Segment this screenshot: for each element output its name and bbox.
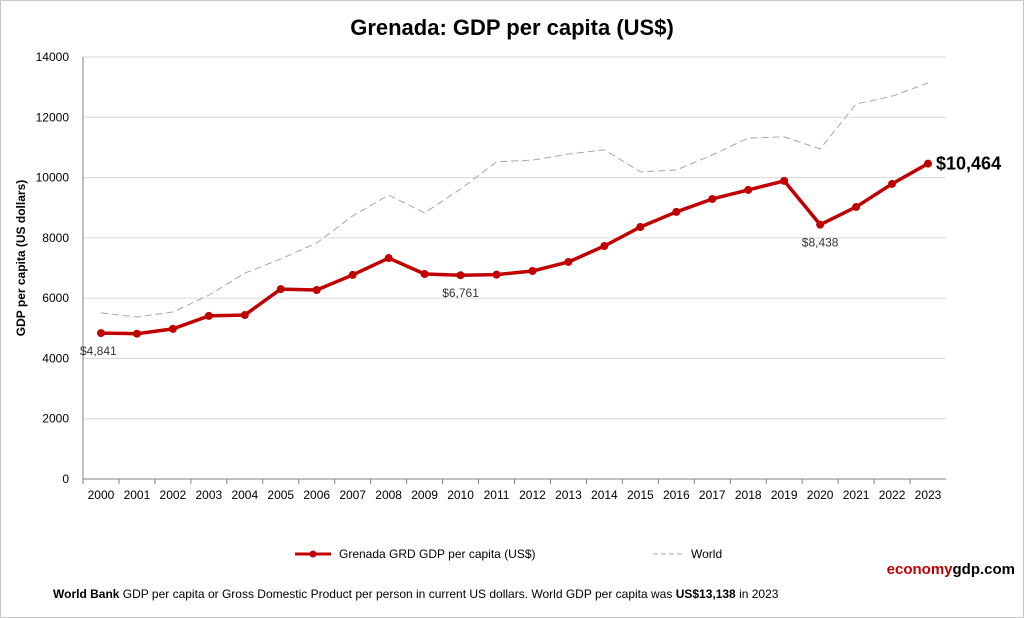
x-tick-label: 2009 xyxy=(411,488,438,502)
x-tick-label: 2023 xyxy=(915,488,942,502)
x-tick-label: 2010 xyxy=(447,488,474,502)
x-tick-label: 2001 xyxy=(124,488,151,502)
x-tick-label: 2012 xyxy=(519,488,546,502)
data-point xyxy=(780,176,789,185)
data-point xyxy=(204,311,213,320)
x-tick-label: 2017 xyxy=(699,488,726,502)
x-tick-label: 2002 xyxy=(160,488,187,502)
y-tick-label: 14000 xyxy=(36,50,70,64)
y-tick-label: 6000 xyxy=(42,291,69,305)
data-point xyxy=(852,202,861,211)
legend-marker-grenada xyxy=(295,550,331,558)
x-tick-label: 2005 xyxy=(267,488,294,502)
y-tick-label: 8000 xyxy=(42,231,69,245)
y-tick-label: 4000 xyxy=(42,351,69,365)
series-line-world xyxy=(100,82,929,318)
data-point xyxy=(816,220,825,229)
series-line-grenada xyxy=(100,162,929,336)
data-point xyxy=(888,179,897,188)
data-label: $4,841 xyxy=(80,344,117,358)
data-point xyxy=(744,185,753,194)
data-point xyxy=(672,207,681,216)
data-point xyxy=(348,270,357,279)
brand-logo: economygdp.com xyxy=(886,561,1015,578)
x-tick-label: 2021 xyxy=(843,488,870,502)
data-label: $6,761 xyxy=(442,286,479,300)
y-tick-label: 2000 xyxy=(42,412,69,426)
data-point xyxy=(636,223,645,232)
y-tick-label: 12000 xyxy=(36,110,70,124)
data-point xyxy=(132,329,141,338)
data-point xyxy=(600,241,609,250)
data-point xyxy=(564,257,573,266)
data-label: $8,438 xyxy=(802,236,839,250)
data-point xyxy=(312,286,321,295)
data-point xyxy=(384,254,393,263)
data-point xyxy=(924,159,933,168)
x-tick-label: 2003 xyxy=(196,488,223,502)
data-point xyxy=(492,270,501,279)
x-tick-label: 2008 xyxy=(375,488,402,502)
legend-marker-world xyxy=(653,553,683,555)
x-tick-label: 2022 xyxy=(879,488,906,502)
data-point xyxy=(420,270,429,279)
x-tick-label: 2018 xyxy=(735,488,762,502)
chart-title: Grenada: GDP per capita (US$) xyxy=(350,15,674,40)
x-tick-label: 2014 xyxy=(591,488,618,502)
data-point xyxy=(276,285,285,294)
x-tick-label: 2000 xyxy=(88,488,115,502)
x-tick-label: 2013 xyxy=(555,488,582,502)
data-point xyxy=(240,311,249,320)
data-point xyxy=(168,324,177,333)
y-tick-label: 0 xyxy=(62,472,69,486)
legend-item-grenada: Grenada GRD GDP per capita (US$) xyxy=(295,547,536,561)
x-tick-label: 2007 xyxy=(339,488,366,502)
footer-note: World Bank GDP per capita or Gross Domes… xyxy=(53,587,779,601)
x-tick-label: 2015 xyxy=(627,488,654,502)
data-point xyxy=(708,194,717,203)
x-tick-label: 2006 xyxy=(303,488,330,502)
x-tick-label: 2011 xyxy=(484,488,510,502)
x-tick-label: 2019 xyxy=(771,488,798,502)
data-label: $10,464 xyxy=(936,154,1001,174)
data-point xyxy=(96,329,105,338)
legend-item-world: World xyxy=(653,547,722,561)
data-point xyxy=(456,271,465,280)
x-tick-label: 2020 xyxy=(807,488,834,502)
data-point xyxy=(528,267,537,276)
legend-label-world: World xyxy=(691,547,723,561)
x-tick-label: 2016 xyxy=(663,488,690,502)
legend-label-grenada: Grenada GRD GDP per capita (US$) xyxy=(339,547,536,561)
y-tick-label: 10000 xyxy=(36,171,70,185)
x-tick-label: 2004 xyxy=(231,488,258,502)
